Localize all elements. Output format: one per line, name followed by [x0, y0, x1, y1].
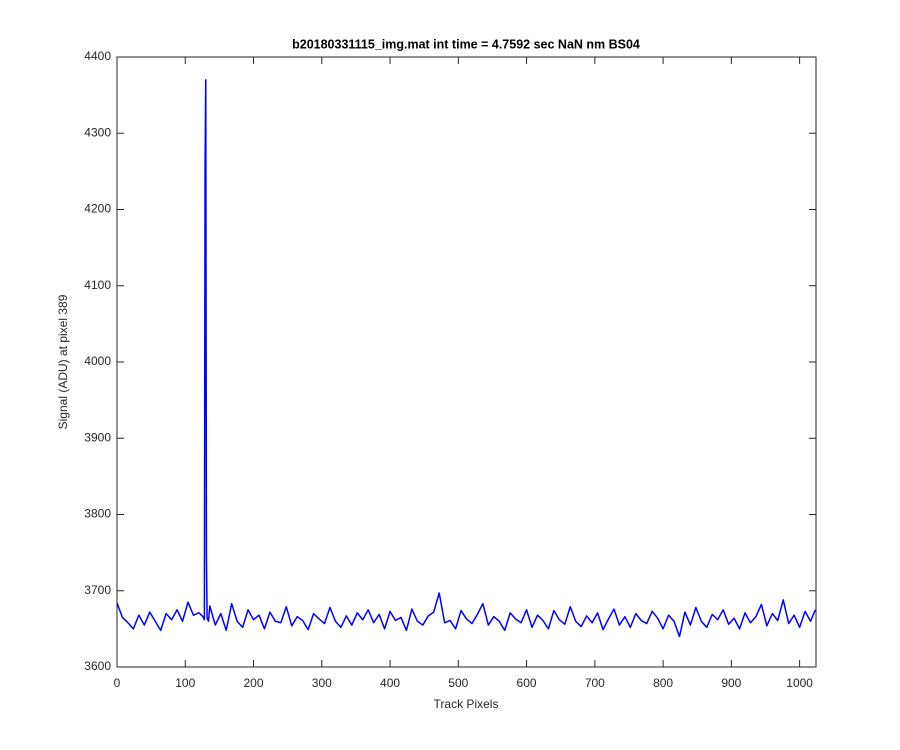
x-tick-label: 700	[585, 676, 605, 690]
x-tick-label: 200	[244, 676, 264, 690]
y-tick-label: 4100	[84, 278, 111, 292]
y-tick-label: 4200	[84, 202, 111, 216]
x-tick-label: 800	[653, 676, 673, 690]
y-tick-label: 4400	[84, 49, 111, 63]
axes-box	[116, 56, 817, 668]
x-tick-label: 0	[114, 676, 121, 690]
x-tick-label: 1000	[786, 676, 813, 690]
x-axis-label: Track Pixels	[434, 697, 499, 711]
x-tick-label: 300	[312, 676, 332, 690]
y-tick-label: 3600	[84, 659, 111, 673]
x-tick-label: 500	[448, 676, 468, 690]
chart-title: b20180331115_img.mat int time = 4.7592 s…	[292, 37, 640, 51]
y-tick-label: 3800	[84, 507, 111, 521]
y-axis-label: Signal (ADU) at pixel 389	[56, 294, 70, 429]
x-tick-label: 900	[721, 676, 741, 690]
y-tick-label: 4300	[84, 125, 111, 139]
x-tick-label: 600	[517, 676, 537, 690]
x-tick-label: 100	[175, 676, 195, 690]
y-tick-label: 3700	[84, 583, 111, 597]
data-line	[116, 79, 817, 638]
y-tick-label: 4000	[84, 354, 111, 368]
x-tick-label: 400	[380, 676, 400, 690]
y-tick-label: 3900	[84, 430, 111, 444]
